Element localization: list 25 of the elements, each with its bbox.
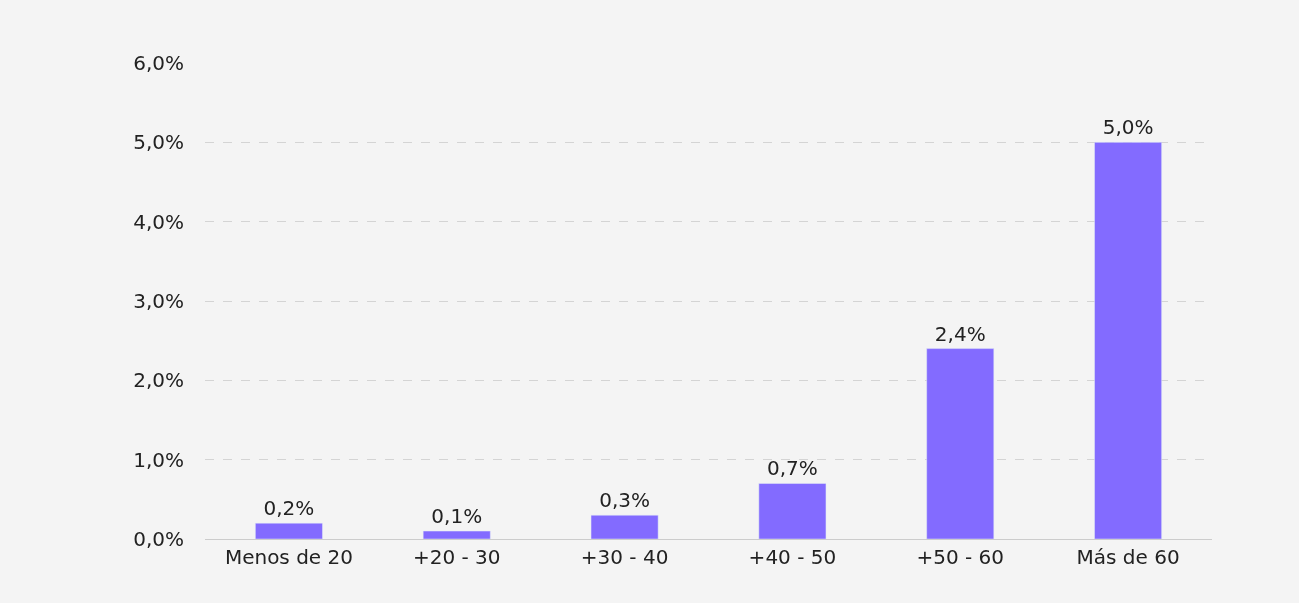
data-label: 2,4% bbox=[934, 321, 986, 346]
x-tick-label: Menos de 20 bbox=[224, 545, 353, 569]
bar bbox=[926, 348, 995, 539]
data-label: 0,1% bbox=[431, 504, 483, 529]
x-tick-label: +40 - 50 bbox=[748, 545, 837, 569]
x-tick-label: +50 - 60 bbox=[916, 545, 1005, 569]
bar bbox=[255, 522, 323, 539]
x-tick-label: Más de 60 bbox=[1076, 545, 1180, 569]
y-tick-label: 4,0% bbox=[133, 209, 184, 234]
y-tick-label: 6,0% bbox=[133, 51, 184, 75]
bar bbox=[422, 530, 491, 539]
y-tick-label: 3,0% bbox=[133, 289, 184, 313]
data-label: 0,7% bbox=[767, 456, 818, 481]
y-tick-label: 5,0% bbox=[133, 130, 184, 155]
x-tick-label: +30 - 40 bbox=[580, 545, 669, 569]
data-label: 5,0% bbox=[1102, 115, 1154, 140]
data-label: 0,2% bbox=[263, 496, 315, 521]
bar bbox=[758, 483, 827, 539]
bar bbox=[590, 514, 659, 539]
y-tick-label: 0,0% bbox=[133, 527, 184, 551]
bar bbox=[1094, 142, 1162, 539]
y-tick-label: 2,0% bbox=[133, 368, 184, 393]
y-tick-label: 1,0% bbox=[133, 447, 184, 472]
data-label: 0,3% bbox=[599, 488, 650, 513]
x-tick-label: +20 - 30 bbox=[412, 545, 501, 569]
